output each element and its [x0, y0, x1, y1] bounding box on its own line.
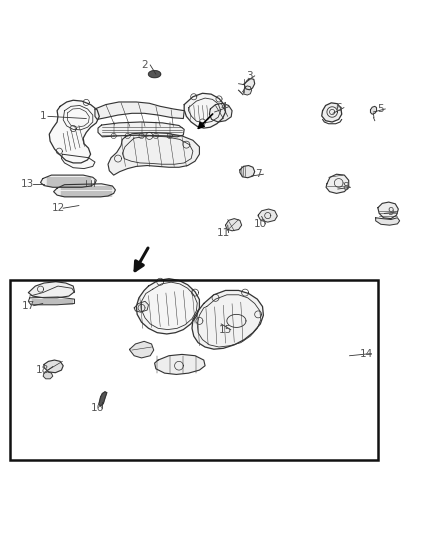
Polygon shape	[244, 78, 254, 90]
Text: 18: 18	[36, 365, 49, 375]
Polygon shape	[322, 103, 342, 122]
Polygon shape	[184, 93, 226, 128]
Text: 2: 2	[142, 60, 148, 70]
Polygon shape	[53, 184, 116, 197]
Polygon shape	[136, 279, 199, 334]
Polygon shape	[43, 372, 53, 379]
Text: 15: 15	[219, 325, 232, 335]
Polygon shape	[378, 202, 398, 219]
Text: 12: 12	[51, 203, 64, 213]
Text: 4: 4	[220, 102, 226, 112]
Polygon shape	[98, 122, 184, 137]
Text: 14: 14	[360, 349, 373, 359]
Text: 8: 8	[342, 182, 349, 192]
Polygon shape	[44, 360, 63, 373]
Text: 16: 16	[91, 403, 104, 413]
Polygon shape	[226, 219, 242, 231]
Polygon shape	[99, 392, 107, 406]
Polygon shape	[134, 301, 148, 312]
Polygon shape	[130, 341, 154, 358]
Text: 17: 17	[22, 301, 35, 311]
Text: 1: 1	[39, 111, 46, 122]
Polygon shape	[108, 133, 199, 175]
Polygon shape	[41, 175, 96, 187]
Polygon shape	[192, 290, 263, 349]
Text: 6: 6	[336, 103, 342, 112]
Polygon shape	[326, 174, 349, 193]
Polygon shape	[148, 71, 161, 78]
Polygon shape	[371, 107, 377, 114]
Polygon shape	[95, 102, 184, 119]
Polygon shape	[49, 100, 99, 163]
Text: 10: 10	[254, 219, 267, 229]
Polygon shape	[243, 86, 252, 95]
Bar	[10, 279, 378, 460]
Polygon shape	[155, 354, 205, 375]
Text: 11: 11	[217, 228, 230, 238]
Polygon shape	[240, 166, 254, 177]
Text: 13: 13	[21, 179, 34, 189]
Polygon shape	[376, 218, 399, 225]
Text: 9: 9	[388, 207, 394, 217]
Polygon shape	[61, 154, 95, 168]
Polygon shape	[209, 103, 232, 122]
Text: 7: 7	[255, 169, 261, 179]
Polygon shape	[28, 297, 74, 305]
Text: 5: 5	[377, 104, 383, 114]
Text: 3: 3	[246, 71, 253, 81]
Polygon shape	[258, 209, 277, 222]
Polygon shape	[28, 282, 74, 298]
